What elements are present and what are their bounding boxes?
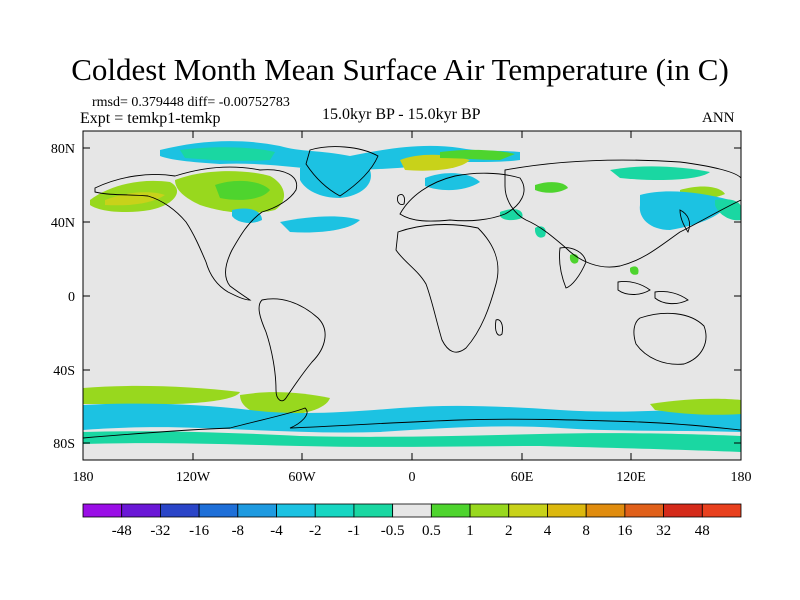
anomaly-region — [240, 392, 330, 416]
continent-outline — [617, 281, 651, 295]
continent-outline — [258, 298, 326, 402]
lat-tick-label: 0 — [68, 290, 75, 305]
colorbar-swatch — [160, 503, 200, 518]
colorbar-swatch — [314, 503, 355, 518]
colorbar-swatch — [276, 503, 316, 518]
colorbar-swatch — [430, 503, 471, 518]
coastlines — [83, 146, 741, 460]
continent-outline — [397, 193, 405, 205]
anomaly-region — [440, 149, 515, 160]
continent-outline — [495, 319, 503, 336]
colorbar-swatch — [624, 503, 664, 518]
colorbar-swatch — [82, 503, 123, 518]
anomaly-region — [715, 199, 741, 221]
lat-tick-label: 40S — [53, 364, 75, 379]
lat-tick-label: 80N — [51, 142, 75, 157]
colorbar-label: 48 — [695, 523, 710, 539]
anomaly-region — [650, 398, 741, 415]
colorbar-swatch — [508, 503, 548, 518]
colorbar-label: -0.5 — [381, 523, 405, 539]
lon-tick-label: 120E — [616, 470, 646, 485]
anomaly-region — [425, 173, 480, 191]
anomaly-region — [83, 385, 240, 405]
map-title: Coldest Month Mean Surface Air Temperatu… — [71, 52, 729, 87]
colorbar-swatch — [353, 503, 394, 518]
colorbar-label: -16 — [189, 523, 209, 539]
stats-label: rmsd= 0.379448 diff= -0.00752783 — [92, 95, 290, 110]
colorbar-label: 16 — [617, 523, 633, 539]
colorbar-label: 4 — [544, 523, 552, 539]
continent-outline — [559, 247, 587, 289]
season-label: ANN — [702, 110, 735, 126]
anomaly-region — [400, 154, 470, 171]
continent-outline — [83, 407, 741, 460]
period-label: 15.0kyr BP - 15.0kyr BP — [322, 106, 481, 123]
lat-tick-label: 80S — [53, 437, 75, 452]
colorbar-swatch — [198, 503, 239, 518]
anomaly-region — [300, 162, 371, 198]
experiment-label: Expt = temkp1-temkp — [80, 110, 221, 127]
anomaly-region — [639, 191, 730, 230]
anomaly-fields — [83, 141, 741, 452]
anomaly-region — [83, 403, 741, 433]
continent-outline — [399, 172, 525, 222]
lon-tick-label: 0 — [409, 470, 416, 485]
colorbar-swatch — [237, 503, 277, 518]
colorbar-label: 2 — [505, 523, 513, 539]
colorbar-label: -48 — [112, 523, 132, 539]
anomaly-region — [280, 216, 360, 233]
lon-tick-label: 120W — [176, 470, 211, 485]
lon-tick-label: 180 — [73, 470, 94, 485]
anomaly-region — [215, 180, 270, 200]
anomaly-region — [105, 192, 165, 206]
lon-tick-label: 60W — [288, 470, 316, 485]
colorbar-swatch — [121, 503, 161, 518]
colorbar-label: 8 — [582, 523, 590, 539]
continent-outline — [654, 291, 689, 305]
colorbar-label: -8 — [232, 523, 245, 539]
continent-outline — [305, 146, 379, 197]
colorbar-label: -32 — [150, 523, 170, 539]
continent-outline — [633, 312, 707, 365]
anomaly-region — [500, 209, 523, 221]
colorbar-label: 32 — [656, 523, 671, 539]
continent-outline — [504, 159, 741, 268]
colorbar-swatch — [392, 503, 432, 518]
anomaly-region — [180, 147, 275, 161]
anomaly-region — [83, 431, 741, 452]
colorbar: -48 -32 -16 -8 -4 -2 -1 -0.5 0.5 1 2 4 8 16 32 48 — [82, 503, 742, 539]
continent-outline — [94, 166, 298, 301]
colorbar-swatch — [585, 503, 626, 518]
colorbar-label: -4 — [270, 523, 283, 539]
lon-tick-label: 180 — [731, 470, 752, 485]
anomaly-region — [630, 266, 639, 275]
anomaly-region — [535, 182, 568, 193]
continent-outline — [679, 209, 691, 233]
continent-outline — [395, 224, 499, 353]
axis-ticks — [83, 131, 741, 460]
lat-tick-label: 40N — [51, 216, 75, 231]
colorbar-swatch — [701, 503, 742, 518]
lon-tick-label: 60E — [511, 470, 534, 485]
colorbar-label: 0.5 — [422, 523, 441, 539]
anomaly-region — [232, 208, 262, 223]
colorbar-swatch — [663, 503, 703, 518]
colorbar-swatch — [547, 503, 587, 518]
colorbar-label: -2 — [309, 523, 322, 539]
anomaly-region — [610, 166, 710, 180]
colorbar-swatch — [469, 503, 510, 518]
colorbar-label: -1 — [348, 523, 361, 539]
colorbar-label: 1 — [466, 523, 474, 539]
